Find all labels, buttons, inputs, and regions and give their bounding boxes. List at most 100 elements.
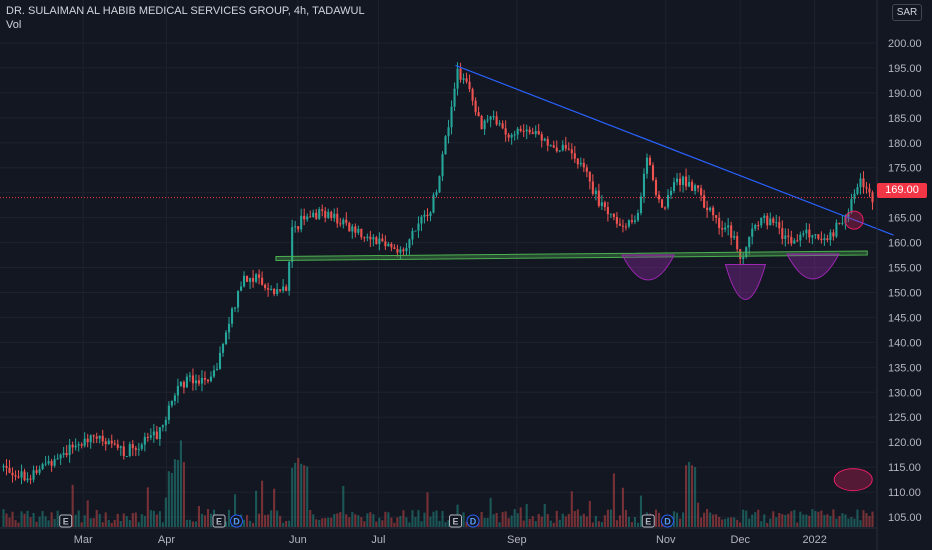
candle-body [558, 150, 561, 152]
candle-body [573, 153, 576, 159]
volume-bar [820, 510, 823, 527]
volume-bar [703, 512, 706, 527]
candle-body [477, 112, 480, 117]
candle-body [730, 225, 733, 238]
candle-body [206, 379, 210, 382]
volume-bar [630, 522, 633, 527]
candle-body [357, 228, 360, 233]
candle-body [2, 466, 5, 468]
volume-bar [330, 517, 333, 527]
volume-bar [742, 509, 745, 527]
volume-bar [2, 509, 5, 527]
candle-body [80, 444, 83, 446]
candle-body [291, 227, 294, 263]
candle-body [736, 236, 739, 250]
volume-bar [766, 522, 769, 527]
volume-bar [113, 519, 116, 527]
volume-bar [14, 520, 17, 527]
volume-bar [715, 514, 718, 527]
candle-body [417, 223, 420, 231]
candle-body [850, 199, 853, 213]
volume-bar [483, 517, 486, 527]
volume-bar [543, 504, 546, 527]
candle-body [143, 436, 146, 445]
candle-body [375, 237, 378, 245]
volume-bar [155, 514, 158, 527]
volume-bar [447, 520, 450, 527]
price-axis[interactable]: 105.00 110.00 115.00 120.00 125.00 130.00 135.… [876, 0, 922, 550]
volume-bar [116, 513, 119, 527]
currency-badge[interactable]: SAR [892, 4, 922, 21]
volume-bar [411, 510, 414, 527]
candle-body [333, 213, 336, 219]
candle-body [83, 438, 86, 446]
candle-body [264, 284, 267, 289]
volume-bar [303, 465, 306, 527]
candle-body [528, 129, 531, 133]
candle-body [742, 256, 745, 259]
volume-bar [342, 485, 345, 527]
candle-body [239, 286, 243, 291]
candle-body [53, 459, 56, 466]
candle-body [498, 123, 501, 125]
volume-bar [462, 512, 465, 527]
candle-body [348, 222, 351, 232]
candle-body [243, 275, 246, 287]
volume-bar [20, 511, 23, 527]
candle-body [411, 230, 414, 240]
candle-body [35, 470, 38, 473]
time-axis[interactable]: Mar Apr Jun Jul Sep Nov Dec 2022 [0, 527, 877, 546]
candle-body [122, 446, 125, 457]
volume-bar [360, 517, 363, 527]
price-tick-label: 190.00 [888, 88, 922, 100]
candle-body [420, 216, 423, 224]
candle-body [330, 211, 333, 219]
candle-body [252, 277, 255, 282]
volume-bar [621, 487, 624, 527]
candle-body [327, 211, 330, 218]
volume-bar [182, 462, 185, 527]
volume-bar [540, 516, 543, 527]
candle-body [221, 344, 225, 353]
volume-bar [387, 512, 390, 527]
volume-bar [685, 465, 688, 527]
volume-bar [709, 512, 712, 527]
candle-body [603, 202, 606, 208]
volume-bar [492, 514, 495, 527]
candle-body [444, 136, 447, 155]
price-candles [2, 62, 874, 485]
volume-bar [399, 515, 402, 527]
candle-body [501, 123, 504, 129]
candle-body [823, 238, 826, 241]
volume-bar [615, 520, 618, 527]
dividend-marker [661, 514, 675, 528]
price-tick-label: 105.00 [888, 512, 922, 524]
price-tick-label: 185.00 [888, 113, 922, 125]
volume-bar [694, 466, 697, 527]
volume-bar [609, 509, 612, 527]
volume-bar [321, 518, 324, 527]
price-tick-label: 145.00 [888, 312, 922, 324]
volume-bar [495, 512, 498, 527]
volume-bar [760, 521, 763, 527]
candle-body [423, 214, 426, 217]
candle-body [125, 456, 128, 458]
candle-body [489, 116, 492, 120]
earnings-marker [449, 514, 463, 528]
candle-body [552, 145, 555, 148]
candle-body [336, 213, 339, 224]
volume-bar [432, 511, 435, 527]
candle-body [447, 127, 450, 137]
volume-bar [672, 511, 676, 527]
price-tick-label: 165.00 [888, 213, 922, 225]
volume-bar [549, 520, 552, 527]
volume-bar [143, 515, 146, 527]
volume-bar [47, 520, 50, 527]
dividend-marker-label: D [664, 517, 671, 527]
volume-bar [862, 510, 865, 527]
candle-body [859, 178, 862, 188]
dividend-marker-label: D [470, 517, 477, 527]
candle-body [609, 213, 612, 215]
candle-body [104, 441, 107, 445]
